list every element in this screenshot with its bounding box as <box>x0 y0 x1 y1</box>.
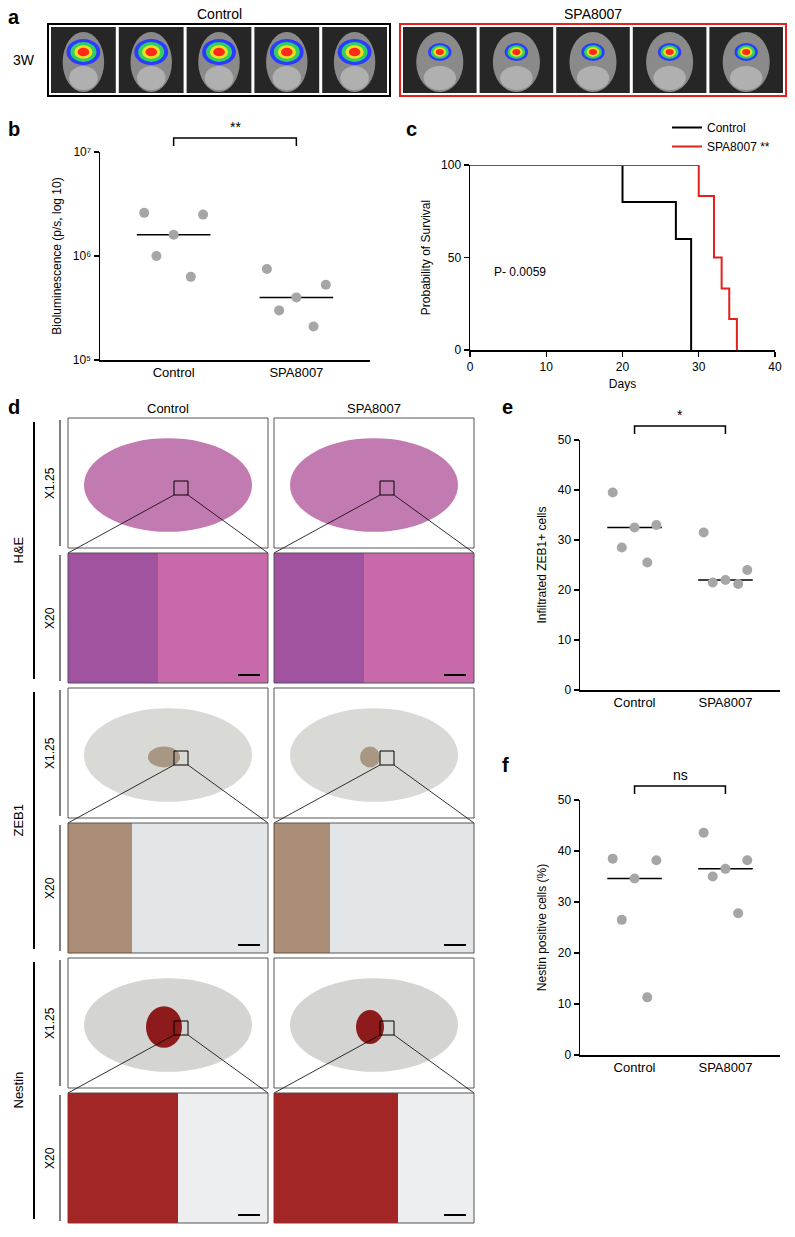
svg-text:0: 0 <box>564 683 571 697</box>
svg-text:3W: 3W <box>13 52 35 68</box>
svg-text:50: 50 <box>558 433 572 447</box>
svg-text:10: 10 <box>558 633 572 647</box>
svg-text:SPA8007: SPA8007 <box>347 401 401 416</box>
svg-text:H&E: H&E <box>11 536 26 563</box>
svg-text:SPA8007 **: SPA8007 ** <box>707 140 770 154</box>
svg-text:X1.25: X1.25 <box>43 467 57 499</box>
svg-text:Control: Control <box>707 121 746 135</box>
svg-text:P- 0.0059: P- 0.0059 <box>494 265 546 279</box>
svg-text:40: 40 <box>558 483 572 497</box>
svg-text:0: 0 <box>564 1048 571 1062</box>
svg-text:b: b <box>8 118 20 140</box>
svg-text:f: f <box>502 754 509 776</box>
svg-text:SPA8007: SPA8007 <box>564 6 622 22</box>
svg-text:X20: X20 <box>43 877 57 899</box>
svg-text:e: e <box>502 396 513 418</box>
svg-text:50: 50 <box>448 251 462 265</box>
svg-text:30: 30 <box>558 895 572 909</box>
svg-text:d: d <box>8 396 20 418</box>
svg-text:Control: Control <box>614 695 656 710</box>
svg-text:Control: Control <box>614 1060 656 1075</box>
svg-text:10⁶: 10⁶ <box>73 249 91 263</box>
svg-text:Control: Control <box>153 365 195 380</box>
svg-text:SPA8007: SPA8007 <box>698 1060 752 1075</box>
svg-text:X20: X20 <box>43 607 57 629</box>
svg-text:10⁵: 10⁵ <box>73 353 91 367</box>
svg-text:20: 20 <box>558 946 572 960</box>
svg-text:10: 10 <box>558 997 572 1011</box>
svg-text:Nestin positive cells (%): Nestin positive cells (%) <box>535 864 549 991</box>
svg-text:20: 20 <box>558 583 572 597</box>
svg-text:50: 50 <box>558 793 572 807</box>
svg-text:30: 30 <box>558 533 572 547</box>
svg-text:10: 10 <box>540 360 554 374</box>
svg-text:*: * <box>677 407 683 423</box>
svg-text:Probability of Survival: Probability of Survival <box>419 200 433 315</box>
svg-text:10⁷: 10⁷ <box>73 145 91 159</box>
svg-text:ZEB1: ZEB1 <box>11 804 26 837</box>
svg-text:ns: ns <box>673 767 688 783</box>
svg-text:Control: Control <box>147 401 189 416</box>
svg-text:Infiltrated ZEB1+ cells: Infiltrated ZEB1+ cells <box>535 506 549 623</box>
svg-text:20: 20 <box>616 360 630 374</box>
svg-text:Days: Days <box>609 377 636 391</box>
svg-text:a: a <box>8 6 20 28</box>
svg-text:100: 100 <box>441 158 461 172</box>
svg-text:Control: Control <box>197 6 242 22</box>
svg-text:X1.25: X1.25 <box>43 1007 57 1039</box>
svg-text:c: c <box>406 118 417 140</box>
svg-text:X1.25: X1.25 <box>43 737 57 769</box>
svg-text:0: 0 <box>467 360 474 374</box>
svg-text:40: 40 <box>558 844 572 858</box>
svg-text:0: 0 <box>454 343 461 357</box>
svg-text:SPA8007: SPA8007 <box>269 365 323 380</box>
svg-text:30: 30 <box>692 360 706 374</box>
svg-text:Bioluminescence (p/s, log 10): Bioluminescence (p/s, log 10) <box>50 177 64 334</box>
svg-text:**: ** <box>230 119 241 135</box>
svg-text:40: 40 <box>768 360 782 374</box>
svg-text:X20: X20 <box>43 1147 57 1169</box>
svg-text:SPA8007: SPA8007 <box>698 695 752 710</box>
svg-text:Nestin: Nestin <box>11 1072 26 1109</box>
